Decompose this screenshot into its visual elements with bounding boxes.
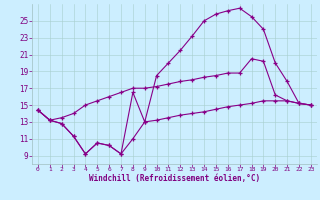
X-axis label: Windchill (Refroidissement éolien,°C): Windchill (Refroidissement éolien,°C) [89,174,260,183]
